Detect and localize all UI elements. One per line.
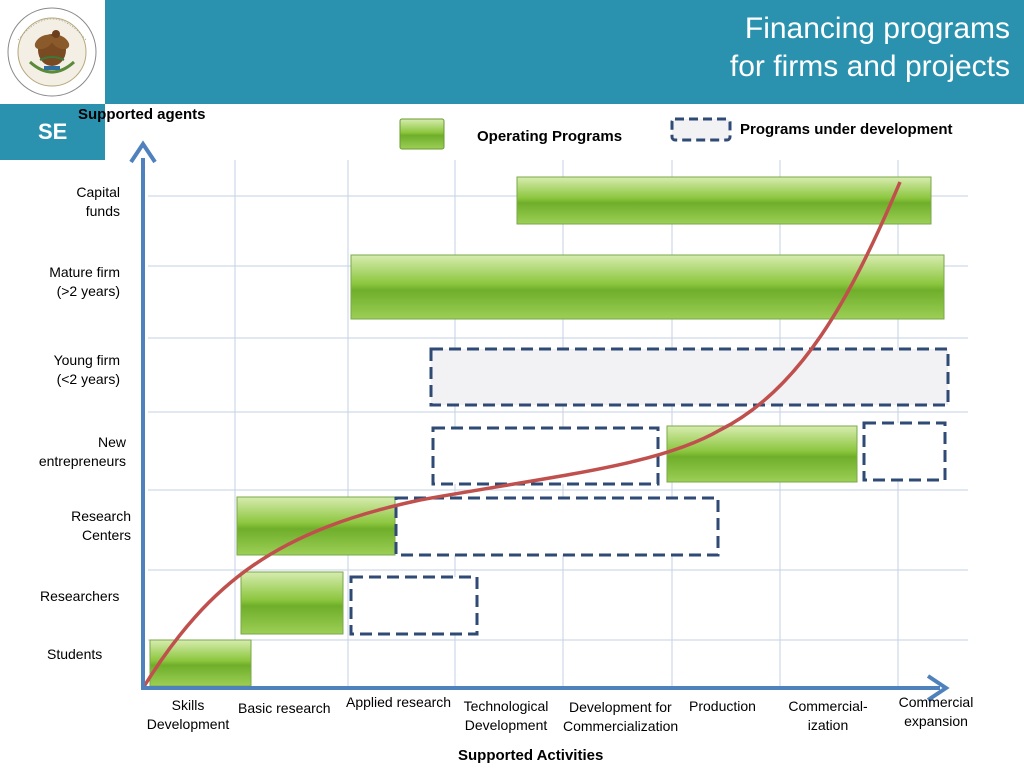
program-bar-research-centers [236,496,396,556]
x-label-line: ization [807,717,849,733]
x-label-applied-research: Applied research [346,694,452,710]
se-logo: SE [0,104,105,160]
x-label-line: expansion [904,713,968,729]
title-line-2: for firms and projects [729,50,1010,83]
y-label-line: (>2 years) [56,283,120,299]
x-label-line: Development [464,717,548,733]
y-label-line: Centers [81,527,131,543]
mexican-seal-logo [7,7,97,97]
x-label-line: Technological [463,698,549,714]
y-label-line: Research [71,508,131,524]
x-label-line: Commercial [898,694,974,710]
legend-operating-label: Operating Programs [477,128,623,145]
x-axis-title: Supported Activities [458,747,604,764]
program-bar-research-centers-dev [394,496,720,557]
growth-curve [141,181,902,689]
x-label-production: Production [689,698,756,714]
program-bar-mature-firm [350,254,945,320]
x-label-skills-development: Skills Development [133,696,243,734]
x-label-line: Development for [569,699,672,715]
program-bar-young-firm-dev [429,347,950,407]
x-label-line: Skills [171,697,205,713]
y-axis-arrow [129,140,157,164]
program-bar-new-entrepreneurs-dev-2 [862,421,947,482]
program-bar-new-entrepreneurs [666,425,858,483]
legend-development-label: Programs under development [740,121,953,138]
y-label-line: Mature firm [49,264,120,280]
x-label-basic-research: Basic research [238,700,331,716]
x-label-line: Commercialization [563,718,679,734]
legend-development-swatch [670,117,732,142]
y-label-line: Young firm [53,352,120,368]
x-axis-arrow [926,674,950,702]
y-label-mature-firm: Mature firm (>2 years) [10,263,120,301]
program-bar-researchers-dev [349,575,479,636]
x-label-line: Commercial- [788,698,868,714]
y-label-research-centers: Research Centers [20,507,131,545]
x-label-line: Development [146,716,230,732]
x-label-development-for-commercialization: Development for Commercialization [563,698,678,736]
y-label-young-firm: Young firm (<2 years) [10,351,120,389]
x-label-technological-development: Technological Development [452,697,560,735]
program-bar-researchers [240,571,344,635]
y-label-line: Capital [76,184,120,200]
y-label-line: funds [85,203,120,219]
seal-container [0,0,105,104]
title-line-1: Financing programs [744,12,1010,45]
legend-operating-swatch [399,118,445,150]
y-label-new-entrepreneurs: New entrepreneurs [10,433,126,471]
program-bars [149,176,950,687]
program-bar-capital-funds [516,176,932,225]
y-label-researchers: Researchers [40,588,120,604]
x-label-commercial-expansion: Commercial expansion [884,693,988,731]
y-label-line: entrepreneurs [38,453,126,469]
y-label-line: (<2 years) [56,371,120,387]
x-label-commercialization: Commercial- ization [776,697,880,735]
page-title: Financing programs for firms and project… [730,10,1010,86]
supported-agents-label: Supported agents [78,106,206,123]
program-bar-students [149,639,252,687]
se-label: SE [38,119,68,144]
y-label-line: New [97,434,126,450]
y-label-capital-funds: Capital funds [20,183,120,221]
program-bar-new-entrepreneurs-dev-1 [431,426,660,486]
header-bar [0,0,1024,104]
y-label-students: Students [47,646,103,662]
